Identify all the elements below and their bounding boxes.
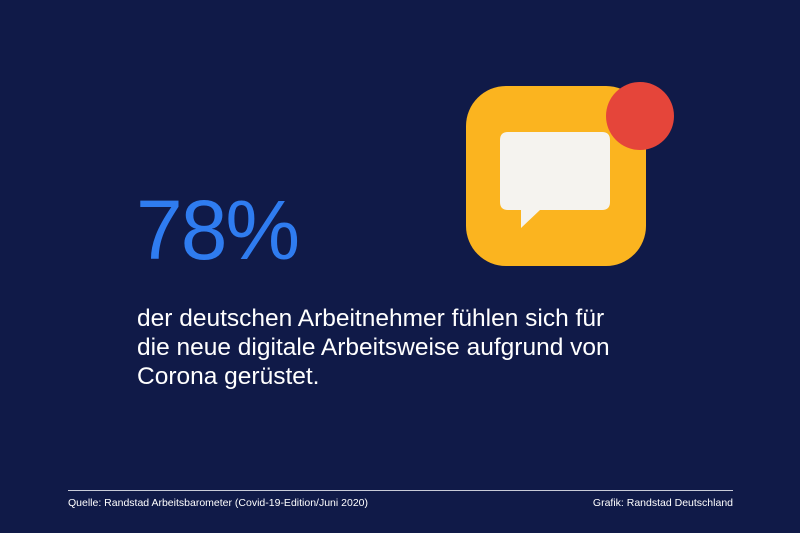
statement-line-2: die neue digitale Arbeitsweise aufgrund … [137,334,610,361]
statement-line-1: der deutschen Arbeitnehmer fühlen sich f… [137,305,605,332]
statement-line-3: Corona gerüstet. [137,363,320,390]
speech-bubble-icon [500,132,610,228]
stat-statement: der deutschen Arbeitnehmer fühlen sich f… [137,304,697,391]
footer-divider [68,490,733,491]
footer-credit: Grafik: Randstad Deutschland [592,497,733,509]
footer-source: Quelle: Randstad Arbeitsbarometer (Covid… [68,497,368,509]
notification-badge [606,82,674,150]
stat-percentage: 78% [136,183,300,277]
chat-notification-icon [466,82,674,266]
